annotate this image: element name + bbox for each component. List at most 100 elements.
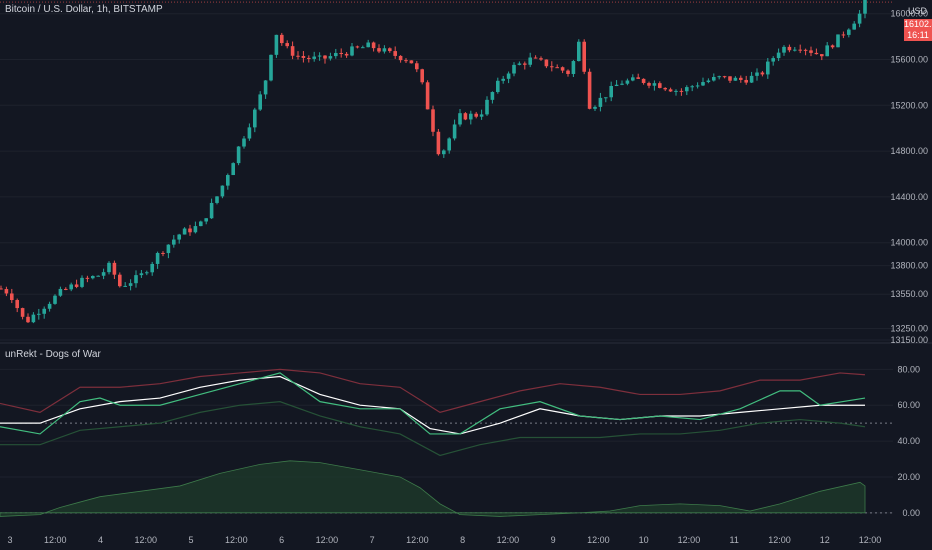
candle-body xyxy=(220,185,225,197)
candle-body xyxy=(58,288,63,296)
candle-body xyxy=(652,83,657,86)
candle-body xyxy=(442,150,446,155)
time-tick-label: 3 xyxy=(7,535,12,545)
candle-body xyxy=(37,313,41,315)
candle-body xyxy=(852,23,856,30)
price-tick-label: 13550.00 xyxy=(890,289,928,299)
candle-body xyxy=(863,0,867,14)
candle-body xyxy=(485,99,489,115)
candle-body xyxy=(803,49,808,51)
indicator-series-line xyxy=(0,372,866,435)
candle-body xyxy=(420,69,424,83)
candle-body xyxy=(177,234,181,240)
candle-body xyxy=(728,76,732,81)
candle-body xyxy=(388,48,392,52)
candle-body xyxy=(166,244,171,254)
candle-body xyxy=(685,87,689,92)
candle-body xyxy=(717,76,721,78)
candle-body xyxy=(247,127,252,139)
candle-body xyxy=(658,83,662,88)
oscillator-area xyxy=(0,460,866,517)
candle-body xyxy=(749,75,754,83)
candle-body xyxy=(112,262,117,275)
indicator-tick-label: 20.00 xyxy=(897,472,920,482)
candle-body xyxy=(560,67,565,71)
candle-body xyxy=(582,41,586,72)
bar-countdown: 16:11 xyxy=(907,30,929,40)
candle-body xyxy=(555,67,559,69)
indicator-title[interactable]: unRekt - Dogs of War xyxy=(5,349,101,360)
time-tick-label: 12:00 xyxy=(497,535,520,545)
candle-body xyxy=(436,131,441,155)
candle-body xyxy=(798,49,802,51)
time-tick-label: 12:00 xyxy=(406,535,429,545)
candle-body xyxy=(409,60,414,64)
candle-body xyxy=(253,109,257,128)
candle-body xyxy=(393,51,397,56)
candle-body xyxy=(285,43,289,47)
candle-body xyxy=(463,113,468,120)
time-axis[interactable]: 3 12:00 4 12:00 5 12:00 6 12:00 7 12:00 8 12:00 9 12:… xyxy=(7,535,881,545)
candle-body xyxy=(339,52,343,54)
candle-body xyxy=(825,45,829,57)
indicator-series-line xyxy=(0,375,865,435)
time-tick-label: 12 xyxy=(820,535,830,545)
candle-body xyxy=(361,47,365,49)
candle-body xyxy=(155,252,160,264)
price-tick-label: 15200.00 xyxy=(890,100,928,110)
candle-body xyxy=(577,41,581,62)
candle-body xyxy=(139,273,144,276)
candle-body xyxy=(820,54,824,57)
indicator-tick-label: 0.00 xyxy=(902,508,920,518)
indicator-series-line xyxy=(0,368,866,414)
candle-body xyxy=(539,58,543,60)
symbol-title[interactable]: Bitcoin / U.S. Dollar, 1h, BITSTAMP xyxy=(5,4,163,15)
candle-body xyxy=(182,228,187,235)
candle-body xyxy=(91,275,95,279)
time-tick-label: 12:00 xyxy=(587,535,610,545)
price-tick-label: 13150.00 xyxy=(890,335,928,345)
candle-body xyxy=(571,61,576,74)
candle-body xyxy=(328,56,333,59)
candle-body xyxy=(550,66,554,68)
time-tick-label: 12:00 xyxy=(316,535,339,545)
candle-body xyxy=(458,113,462,125)
indicator-lines[interactable] xyxy=(0,368,866,517)
indicator-axis[interactable]: 80.00 60.00 40.00 20.00 0.00 xyxy=(897,364,920,517)
candle-body xyxy=(566,70,570,74)
candle-body xyxy=(69,284,73,290)
candle-body xyxy=(679,90,684,92)
time-tick-label: 4 xyxy=(98,535,103,545)
price-candles[interactable] xyxy=(0,0,867,324)
candle-body xyxy=(598,97,603,107)
candle-body xyxy=(323,55,327,59)
candle-body xyxy=(74,284,79,287)
candle-body xyxy=(415,63,419,70)
candle-body xyxy=(479,114,484,117)
candle-body xyxy=(150,263,154,273)
candle-body xyxy=(10,293,14,301)
price-axis[interactable]: 16000.00 15600.00 15200.00 14800.00 14400.00… xyxy=(890,9,928,345)
candle-body xyxy=(312,56,316,59)
candle-body xyxy=(706,80,711,83)
candle-body xyxy=(647,82,651,86)
price-tick-label: 16000.00 xyxy=(890,9,928,19)
candle-body xyxy=(290,46,295,56)
time-tick-label: 10 xyxy=(639,535,649,545)
candle-body xyxy=(188,228,192,233)
candle-body xyxy=(593,106,597,109)
candle-body xyxy=(398,55,403,61)
time-tick-label: 6 xyxy=(279,535,284,545)
currency-label[interactable]: USD xyxy=(908,6,928,16)
candle-body xyxy=(350,46,354,56)
candle-body xyxy=(96,275,100,277)
candle-body xyxy=(712,77,716,81)
time-tick-label: 12:00 xyxy=(678,535,701,545)
candle-body xyxy=(26,316,30,323)
candle-body xyxy=(382,48,387,52)
candle-body xyxy=(215,196,219,203)
time-tick-label: 12:00 xyxy=(859,535,882,545)
main-gridlines xyxy=(0,1,893,341)
candle-body xyxy=(280,34,284,44)
